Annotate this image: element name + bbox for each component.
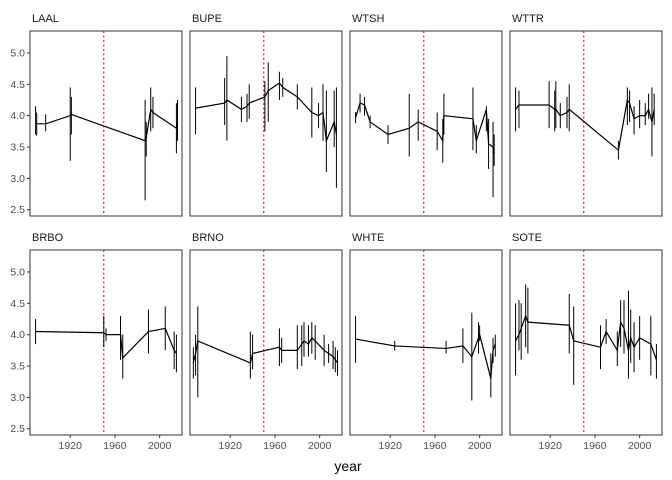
x-tick-label: 2000 [468, 440, 492, 452]
facet-panel: BRNO 1920 1960 2000 [189, 232, 343, 452]
x-tick-label: 2000 [628, 440, 652, 452]
panel-border [189, 249, 343, 436]
y-tick-label: 5.0 [10, 47, 25, 59]
x-tick-label: 1920 [379, 440, 403, 452]
series-line [355, 332, 496, 379]
series-line [35, 327, 177, 360]
series-line [195, 82, 338, 144]
y-tick-label: 3.5 [10, 142, 25, 154]
y-tick-label: 5.0 [10, 266, 25, 278]
facet-panel: BUPE [189, 13, 343, 217]
series-line [192, 336, 339, 364]
x-tick-label: 1960 [423, 440, 447, 452]
series-line [35, 107, 179, 142]
facet-strip-label: WTSH [352, 13, 384, 25]
x-tick-label: 1920 [59, 440, 83, 452]
facet-strip-label: BRNO [192, 232, 224, 244]
panel-border [29, 30, 183, 217]
y-tick-label: 2.5 [10, 204, 25, 216]
facet-strip-label: SOTE [512, 232, 542, 244]
y-tick-label: 4.0 [10, 110, 25, 122]
x-tick-label: 2000 [148, 440, 172, 452]
x-tick-label: 1960 [263, 440, 287, 452]
panel-border [189, 30, 343, 217]
x-axis-label: year [334, 458, 362, 474]
y-tick-label: 2.5 [10, 423, 25, 435]
x-tick-label: 2000 [308, 440, 332, 452]
series-line [515, 98, 655, 152]
y-tick-label: 4.0 [10, 329, 25, 341]
series-line [355, 102, 495, 154]
y-tick-label: 3.5 [10, 361, 25, 373]
facet-strip-label: BRBO [32, 232, 64, 244]
facet-strip-label: WHTE [352, 232, 384, 244]
series-line [515, 314, 657, 360]
panel-border [29, 249, 183, 436]
facet-panel: BRBO 2.5 3.0 3.5 4.0 4.5 5.0 1920 1960 2000 [10, 232, 183, 452]
facet-panel: WTSH [349, 13, 503, 217]
y-tick-label: 4.5 [10, 79, 25, 91]
facet-strip-label: BUPE [192, 13, 222, 25]
facet-panel: WHTE 1920 1960 2000 [349, 232, 503, 452]
y-tick-label: 3.0 [10, 173, 25, 185]
facet-grid: LAAL 2.5 3.0 3.5 4.0 4.5 5.0 BUPE WTSH WTTR BRBO 2.… [10, 13, 663, 452]
facet-panel: LAAL 2.5 3.0 3.5 4.0 4.5 5.0 [10, 13, 183, 217]
facet-strip-label: LAAL [32, 13, 59, 25]
panel-border [349, 30, 503, 217]
x-tick-label: 1960 [583, 440, 607, 452]
y-tick-label: 4.5 [10, 298, 25, 310]
x-tick-label: 1960 [103, 440, 127, 452]
y-tick-label: 3.0 [10, 392, 25, 404]
facet-panel: WTTR [509, 13, 663, 217]
x-tick-label: 1920 [219, 440, 243, 452]
x-tick-label: 1920 [539, 440, 563, 452]
facet-strip-label: WTTR [512, 13, 544, 25]
facet-panel: SOTE 1920 1960 2000 [509, 232, 663, 452]
